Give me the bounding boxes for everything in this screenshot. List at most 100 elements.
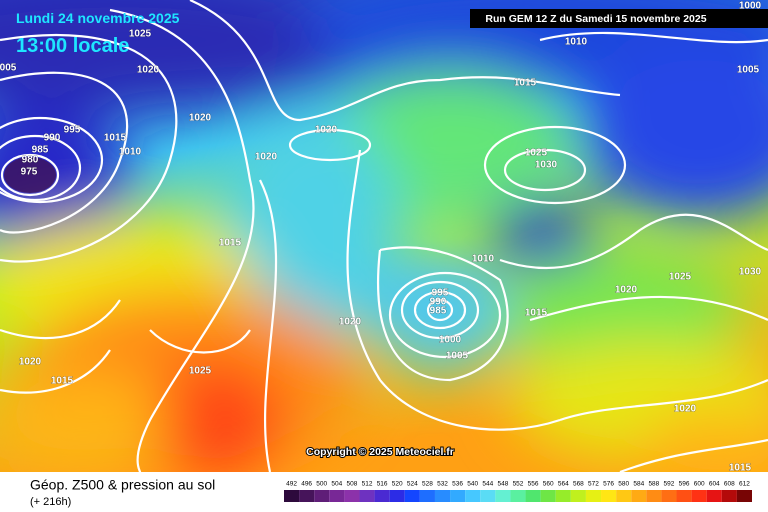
isobar-label: 1010 [119, 147, 142, 158]
colorbar-label: 548 [497, 481, 508, 488]
field-background [0, 0, 768, 490]
colorbar-label: 532 [437, 481, 448, 488]
colorbar-label: 544 [482, 481, 493, 488]
isobar-label: 990 [44, 133, 61, 144]
colorbar-label: 604 [709, 481, 720, 488]
isobar-label: 1005 [737, 65, 760, 76]
isobar-label: 1020 [615, 285, 638, 296]
colorbar-swatch [570, 490, 586, 502]
run-info: Run GEM 12 Z du Samedi 15 novembre 2025 [485, 13, 706, 25]
colorbar-swatch [736, 490, 752, 502]
colorbar-swatch [676, 490, 692, 502]
colorbar-swatch [299, 490, 315, 502]
colorbar-label: 596 [679, 481, 690, 488]
isobar-label: 1020 [19, 357, 42, 368]
colorbar-label: 540 [467, 481, 478, 488]
colorbar-label: 556 [528, 481, 539, 488]
colorbar-label: 552 [513, 481, 524, 488]
isobar-label: 1015 [51, 376, 74, 387]
isobar-label: 1020 [674, 404, 697, 415]
colorbar-swatch [434, 490, 451, 502]
isobar-label: 1025 [525, 148, 548, 159]
isobar-label: 990 [430, 297, 447, 308]
colorbar-swatch [661, 490, 677, 502]
isobar-label: 1025 [669, 272, 692, 283]
colorbar-swatch [404, 490, 420, 502]
colorbar-label: 560 [543, 481, 554, 488]
colorbar-label: 496 [301, 481, 312, 488]
colorbar-swatch [601, 490, 617, 502]
colorbar-swatch [465, 490, 481, 502]
isobar-label: 1015 [514, 78, 537, 89]
isobar-label: 985 [32, 145, 49, 156]
colorbar-label: 584 [633, 481, 644, 488]
colorbar-swatch [344, 490, 360, 502]
colorbar-swatch [389, 490, 405, 502]
colorbar-swatch [284, 490, 300, 502]
isobar-label: 995 [432, 288, 449, 299]
colorbar-label: 528 [422, 481, 433, 488]
colorbar-swatch [555, 490, 571, 502]
colorbar-swatch [495, 490, 511, 502]
colorbar-swatch [314, 490, 330, 502]
isobar-label: 980 [22, 155, 39, 166]
colorbar-swatch [646, 490, 662, 502]
isobar-label: 1030 [535, 160, 558, 171]
colorbar-swatch [691, 490, 707, 502]
colorbar-label: 492 [286, 481, 297, 488]
colorbar-label: 524 [407, 481, 418, 488]
colorbar-label: 572 [588, 481, 599, 488]
colorbar-swatch [631, 490, 647, 502]
colorbar-label: 516 [377, 481, 388, 488]
colorbar-swatch [616, 490, 632, 502]
colorbar-swatch [480, 490, 496, 502]
copyright: Copyright © 2025 Meteociel.fr [306, 446, 454, 458]
colorbar-label: 600 [694, 481, 705, 488]
isobar-label: 1020 [339, 317, 362, 328]
colorbar-swatch [525, 490, 541, 502]
valid-date: Lundi 24 novembre 2025 [16, 10, 180, 26]
isobar-label: 1030 [739, 267, 762, 278]
colorbar-label: 568 [573, 481, 584, 488]
colorbar-label: 508 [347, 481, 358, 488]
colorbar-swatch [510, 490, 526, 502]
colorbar-label: 500 [316, 481, 327, 488]
isobar-label: 1025 [189, 366, 212, 377]
colorbar-label: 520 [392, 481, 403, 488]
colorbar-swatch [585, 490, 602, 502]
colorbar-label: 576 [603, 481, 614, 488]
isobar-label: 995 [64, 125, 81, 136]
isobar-label: 1000 [439, 335, 462, 346]
isobar-label: 1020 [137, 65, 160, 76]
isobar-labels: 1000102510200059959909859809751015101010… [0, 0, 762, 474]
colorbar-label: 588 [648, 481, 659, 488]
legend-subtitle: (+ 216h) [30, 496, 71, 508]
isobar-label: 1020 [255, 152, 278, 163]
isobar-label: 1015 [104, 133, 127, 144]
run-banner [470, 9, 768, 28]
colorbar-swatch [540, 490, 556, 502]
colorbar-label: 612 [739, 481, 750, 488]
isobar-label: 1020 [315, 125, 338, 136]
colorbar-swatch [706, 490, 722, 502]
colorbar-label: 512 [362, 481, 373, 488]
isobar-label: 005 [0, 63, 17, 74]
colorbar: 492 496 500 504 508 512 516 520 524 528 532 536 540 5… [284, 481, 752, 502]
isobar-label: 1020 [189, 113, 212, 124]
colorbar-swatch [374, 490, 390, 502]
isobar-label: 1015 [729, 463, 752, 474]
colorbar-swatch [721, 490, 737, 502]
colorbar-label: 504 [331, 481, 342, 488]
isobar-label: 1005 [446, 351, 469, 362]
colorbar-swatch [329, 490, 345, 502]
valid-time: 13:00 locale [16, 35, 129, 57]
isobar-label: 1015 [219, 238, 242, 249]
colorbar-label: 564 [558, 481, 569, 488]
isobar-label: 1010 [565, 37, 588, 48]
colorbar-label: 608 [724, 481, 735, 488]
colorbar-label: 592 [664, 481, 675, 488]
colorbar-swatch [450, 490, 466, 502]
isobar-label: 1025 [129, 29, 152, 40]
